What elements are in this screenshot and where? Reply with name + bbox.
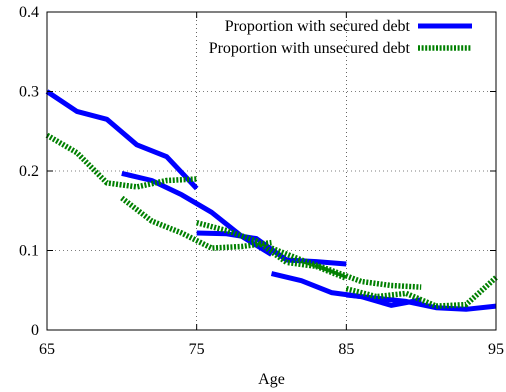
y-tick-label: 0: [31, 322, 39, 339]
series-line: [120, 195, 272, 251]
series-line: [270, 245, 422, 290]
axis-ticks: [46, 11, 497, 331]
series-1: [45, 89, 497, 312]
series-line: [195, 220, 348, 281]
y-tick-label: 0.2: [19, 163, 39, 180]
y-tick-label: 0.4: [19, 4, 39, 21]
legend-entry: Proportion with unsecured debt: [209, 40, 472, 57]
x-tick-label: 95: [488, 341, 504, 358]
series-2: [45, 132, 498, 309]
x-tick-label: 65: [39, 341, 55, 358]
y-tick-label: 0.1: [19, 243, 39, 260]
x-axis-title: Age: [258, 371, 285, 388]
legend: Proportion with secured debt Proportion w…: [209, 18, 472, 57]
series-line: [45, 89, 199, 191]
legend-label: Proportion with unsecured debt: [209, 40, 411, 57]
axis-tick-labels: 0 0.1 0.2 0.3 0.4 65 75 85 95: [19, 4, 504, 358]
x-tick-label: 85: [338, 341, 354, 358]
legend-entry: Proportion with secured debt: [225, 18, 472, 35]
plot-series: [45, 89, 498, 312]
x-tick-label: 75: [189, 341, 205, 358]
y-tick-label: 0.3: [19, 84, 39, 101]
legend-label: Proportion with secured debt: [225, 18, 411, 35]
grid: [47, 12, 496, 330]
series-line: [345, 275, 498, 309]
series-line: [45, 132, 197, 190]
